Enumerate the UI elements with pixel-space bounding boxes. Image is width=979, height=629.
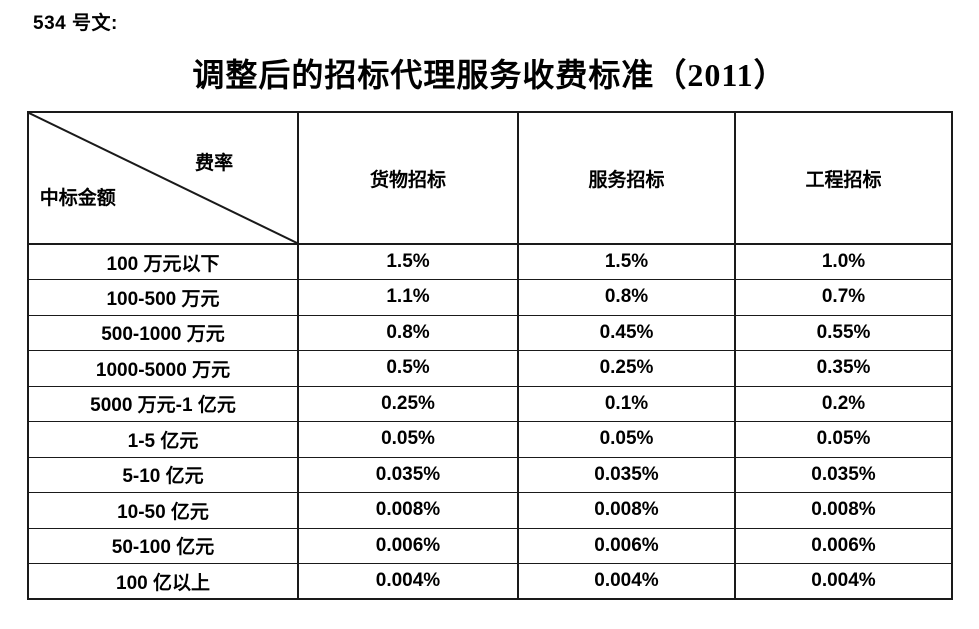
rate-cell: 0.45% [517, 314, 736, 351]
table-row: 100-500 万元 1.1% 0.8% 0.7% [27, 279, 953, 316]
rate-cell: 0.004% [517, 563, 736, 600]
rate-cell: 0.8% [297, 314, 519, 351]
rate-cell: 0.035% [517, 456, 736, 493]
column-header-goods: 货物招标 [297, 111, 519, 245]
row-label: 100-500 万元 [27, 279, 299, 316]
rate-cell: 0.8% [517, 279, 736, 316]
row-label: 5000 万元-1 亿元 [27, 385, 299, 422]
rate-cell: 0.008% [734, 492, 953, 529]
table-row: 50-100 亿元 0.006% 0.006% 0.006% [27, 527, 953, 564]
rate-cell: 0.05% [297, 421, 519, 458]
doc-number-label: 534 号文: [33, 13, 118, 34]
rate-cell: 0.035% [297, 456, 519, 493]
column-header-service: 服务招标 [517, 111, 736, 245]
table-row: 100 亿以上 0.004% 0.004% 0.004% [27, 563, 953, 600]
rate-cell: 0.25% [517, 350, 736, 387]
rate-cell: 0.008% [517, 492, 736, 529]
rate-cell: 0.55% [734, 314, 953, 351]
row-label: 100 万元以下 [27, 243, 299, 280]
column-header-engineering: 工程招标 [734, 111, 953, 245]
rate-cell: 1.1% [297, 279, 519, 316]
table-row: 100 万元以下 1.5% 1.5% 1.0% [27, 243, 953, 280]
rate-cell: 0.008% [297, 492, 519, 529]
row-label: 100 亿以上 [27, 563, 299, 600]
rate-cell: 0.004% [734, 563, 953, 600]
row-label: 1-5 亿元 [27, 421, 299, 458]
row-label: 50-100 亿元 [27, 527, 299, 564]
page-title: 调整后的招标代理服务收费标准（2011） [192, 57, 787, 93]
rate-cell: 0.006% [517, 527, 736, 564]
rate-cell: 1.5% [517, 243, 736, 280]
rate-cell: 0.006% [297, 527, 519, 564]
rate-cell: 1.0% [734, 243, 953, 280]
rate-cell: 0.5% [297, 350, 519, 387]
row-label: 5-10 亿元 [27, 456, 299, 493]
row-label: 500-1000 万元 [27, 314, 299, 351]
rate-cell: 0.1% [517, 385, 736, 422]
table-row: 10-50 亿元 0.008% 0.008% 0.008% [27, 492, 953, 529]
table-row: 5-10 亿元 0.035% 0.035% 0.035% [27, 456, 953, 493]
table-header-row: 费率 中标金额 货物招标 服务招标 工程招标 [27, 111, 953, 245]
rate-cell: 0.05% [734, 421, 953, 458]
diagonal-line [29, 113, 297, 243]
diagonal-header-cell: 费率 中标金额 [27, 111, 299, 245]
table-row: 500-1000 万元 0.8% 0.45% 0.55% [27, 314, 953, 351]
table-row: 5000 万元-1 亿元 0.25% 0.1% 0.2% [27, 385, 953, 422]
rate-cell: 0.2% [734, 385, 953, 422]
fee-rate-table: 费率 中标金额 货物招标 服务招标 工程招标 100 万元以下 1.5% 1.5… [27, 111, 953, 600]
rate-cell: 0.006% [734, 527, 953, 564]
corner-label-rate: 费率 [195, 153, 234, 175]
rate-cell: 0.05% [517, 421, 736, 458]
table-row: 1000-5000 万元 0.5% 0.25% 0.35% [27, 350, 953, 387]
rate-cell: 0.35% [734, 350, 953, 387]
rate-cell: 1.5% [297, 243, 519, 280]
rate-cell: 0.004% [297, 563, 519, 600]
table-row: 1-5 亿元 0.05% 0.05% 0.05% [27, 421, 953, 458]
corner-label-amount: 中标金额 [39, 188, 116, 210]
rate-cell: 0.035% [734, 456, 953, 493]
rate-cell: 0.7% [734, 279, 953, 316]
row-label: 1000-5000 万元 [27, 350, 299, 387]
rate-cell: 0.25% [297, 385, 519, 422]
row-label: 10-50 亿元 [27, 492, 299, 529]
